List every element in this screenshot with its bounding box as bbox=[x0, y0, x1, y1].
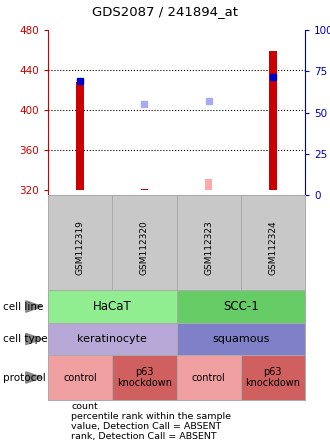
Text: cell line: cell line bbox=[3, 301, 44, 312]
Bar bbox=[269, 51, 277, 190]
Text: percentile rank within the sample: percentile rank within the sample bbox=[71, 412, 231, 421]
Text: HaCaT: HaCaT bbox=[93, 300, 132, 313]
Bar bbox=[76, 82, 84, 190]
Text: keratinocyte: keratinocyte bbox=[77, 334, 147, 344]
Text: GSM112324: GSM112324 bbox=[268, 220, 278, 274]
Text: GSM112319: GSM112319 bbox=[76, 220, 84, 275]
Bar bbox=[205, 179, 213, 190]
Text: control: control bbox=[192, 373, 225, 382]
Text: p63
knockdown: p63 knockdown bbox=[246, 367, 300, 388]
Text: value, Detection Call = ABSENT: value, Detection Call = ABSENT bbox=[71, 422, 221, 431]
Polygon shape bbox=[26, 333, 42, 345]
Text: SCC-1: SCC-1 bbox=[223, 300, 259, 313]
Text: GDS2087 / 241894_at: GDS2087 / 241894_at bbox=[92, 5, 238, 18]
Polygon shape bbox=[26, 301, 42, 312]
Text: p63
knockdown: p63 knockdown bbox=[117, 367, 172, 388]
Text: GSM112320: GSM112320 bbox=[140, 220, 149, 275]
Text: count: count bbox=[71, 402, 98, 411]
Text: GSM112323: GSM112323 bbox=[204, 220, 213, 275]
Polygon shape bbox=[26, 372, 42, 383]
Text: squamous: squamous bbox=[212, 334, 269, 344]
Bar bbox=[141, 189, 148, 190]
Text: cell type: cell type bbox=[3, 334, 48, 344]
Text: control: control bbox=[63, 373, 97, 382]
Text: rank, Detection Call = ABSENT: rank, Detection Call = ABSENT bbox=[71, 432, 217, 441]
Bar bbox=[205, 188, 213, 190]
Text: protocol: protocol bbox=[3, 373, 46, 382]
